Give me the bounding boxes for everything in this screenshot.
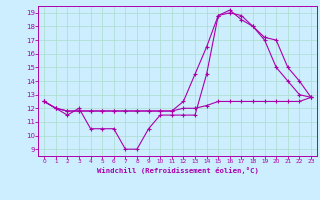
X-axis label: Windchill (Refroidissement éolien,°C): Windchill (Refroidissement éolien,°C) — [97, 167, 259, 174]
